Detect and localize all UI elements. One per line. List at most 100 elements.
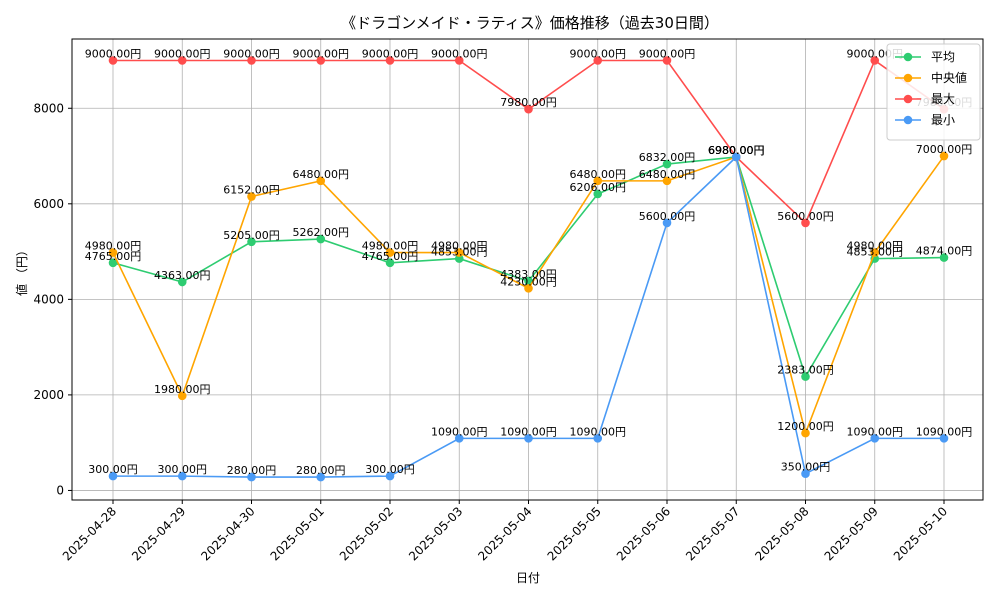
data-point xyxy=(247,472,256,482)
legend-swatch-marker xyxy=(903,73,913,83)
data-label: 280.00円 xyxy=(227,464,277,477)
data-label: 4980.00円 xyxy=(362,240,419,253)
data-label: 9000.00円 xyxy=(431,47,488,60)
legend-swatch-marker xyxy=(903,52,913,62)
data-point xyxy=(662,56,672,65)
data-label: 4980.00円 xyxy=(431,240,488,253)
data-label: 6980.00円 xyxy=(708,144,765,157)
data-label: 9000.00円 xyxy=(639,47,696,60)
series-layer xyxy=(108,56,949,482)
data-label: 1090.00円 xyxy=(916,425,973,438)
data-point xyxy=(524,434,533,443)
data-point xyxy=(454,248,464,257)
y-tick-label: 6000 xyxy=(33,197,64,211)
data-label: 4853.00円 xyxy=(431,246,488,259)
data-label: 4765.00円 xyxy=(362,250,419,263)
data-point xyxy=(662,159,672,169)
data-point xyxy=(454,254,464,263)
data-label: 9000.00円 xyxy=(154,47,211,60)
x-tick-label: 2025-05-10 xyxy=(891,504,950,563)
data-point xyxy=(870,56,880,65)
x-tick-label: 2025-05-03 xyxy=(406,504,465,563)
data-point xyxy=(316,56,326,65)
y-tick-label: 2000 xyxy=(33,388,64,402)
x-tick-label: 2025-05-02 xyxy=(337,504,396,563)
data-label: 9000.00円 xyxy=(570,47,627,60)
y-axis-label: 値 （円） xyxy=(14,244,29,296)
data-label: 6980.00円 xyxy=(708,144,765,157)
data-label: 9000.00円 xyxy=(362,47,419,60)
data-point xyxy=(662,176,672,186)
legend-label: 平均 xyxy=(931,50,955,64)
x-tick-label: 2025-04-30 xyxy=(198,504,257,563)
data-point xyxy=(108,56,118,65)
data-point xyxy=(939,434,949,443)
legend-label: 中央値 xyxy=(931,70,967,85)
data-point xyxy=(108,471,118,481)
data-label: 5205.00円 xyxy=(223,229,280,242)
x-tick-label: 2025-05-06 xyxy=(614,504,673,563)
data-label: 1200.00円 xyxy=(777,420,834,433)
data-label: 2383.00円 xyxy=(777,364,834,377)
data-label-layer: 4765.00円 4363.00円 5205.00円 5262.00円 4765.00円… xyxy=(85,47,973,477)
data-label: 4980.00円 xyxy=(85,240,142,253)
data-point xyxy=(247,237,256,247)
data-point xyxy=(385,248,395,257)
x-tick-label: 2025-05-08 xyxy=(752,504,811,563)
data-point xyxy=(385,56,395,65)
data-point xyxy=(731,152,741,162)
data-point xyxy=(385,258,395,268)
x-tick-label: 2025-04-29 xyxy=(129,504,188,563)
data-point xyxy=(870,434,880,443)
data-point xyxy=(385,471,395,481)
data-point xyxy=(939,253,949,262)
data-label: 5600.00円 xyxy=(639,210,696,223)
data-label: 6152.00円 xyxy=(223,184,280,197)
data-point xyxy=(524,284,533,293)
data-label: 1090.00円 xyxy=(431,425,488,438)
data-label: 6206.00円 xyxy=(570,181,627,194)
data-point xyxy=(316,234,326,244)
data-label: 300.00円 xyxy=(365,463,415,476)
data-point xyxy=(662,218,672,228)
data-label: 5262.00円 xyxy=(293,226,350,239)
data-point xyxy=(801,372,810,381)
data-point xyxy=(801,469,810,479)
data-point xyxy=(593,56,603,65)
data-point xyxy=(108,258,118,268)
data-label: 9000.00円 xyxy=(85,47,142,60)
data-label: 4853.00円 xyxy=(847,246,904,259)
data-point xyxy=(593,189,603,199)
data-point xyxy=(177,391,187,401)
plot-frame xyxy=(71,38,984,501)
data-label: 300.00円 xyxy=(88,463,138,476)
data-label: 1980.00円 xyxy=(154,383,211,396)
data-point xyxy=(177,277,187,287)
data-label: 6480.00円 xyxy=(293,168,350,181)
y-tick-label: 0 xyxy=(56,483,64,497)
x-tick-label: 2025-05-05 xyxy=(545,504,604,563)
data-point xyxy=(177,56,187,65)
data-label: 4363.00円 xyxy=(154,269,211,282)
data-point xyxy=(108,248,118,257)
data-point xyxy=(177,471,187,481)
data-label: 9000.00円 xyxy=(293,47,350,60)
data-point xyxy=(454,56,464,65)
x-tick-label: 2025-05-01 xyxy=(268,504,327,563)
data-label: 6980.00円 xyxy=(708,144,765,157)
data-point xyxy=(316,472,326,482)
data-label: 4874.00円 xyxy=(916,245,973,258)
x-tick-label: 2025-05-07 xyxy=(683,504,742,563)
data-label: 350.00円 xyxy=(781,461,831,474)
data-label: 1090.00円 xyxy=(500,425,557,438)
data-point xyxy=(870,248,880,257)
data-label: 5600.00円 xyxy=(777,210,834,223)
legend-swatch-marker xyxy=(903,94,913,104)
legend-label: 最大 xyxy=(931,92,955,106)
data-label: 7000.00円 xyxy=(916,143,973,156)
data-label: 4383.00円 xyxy=(500,268,557,281)
data-label: 4980.00円 xyxy=(847,240,904,253)
data-label: 1090.00円 xyxy=(570,425,627,438)
data-point xyxy=(247,56,256,65)
